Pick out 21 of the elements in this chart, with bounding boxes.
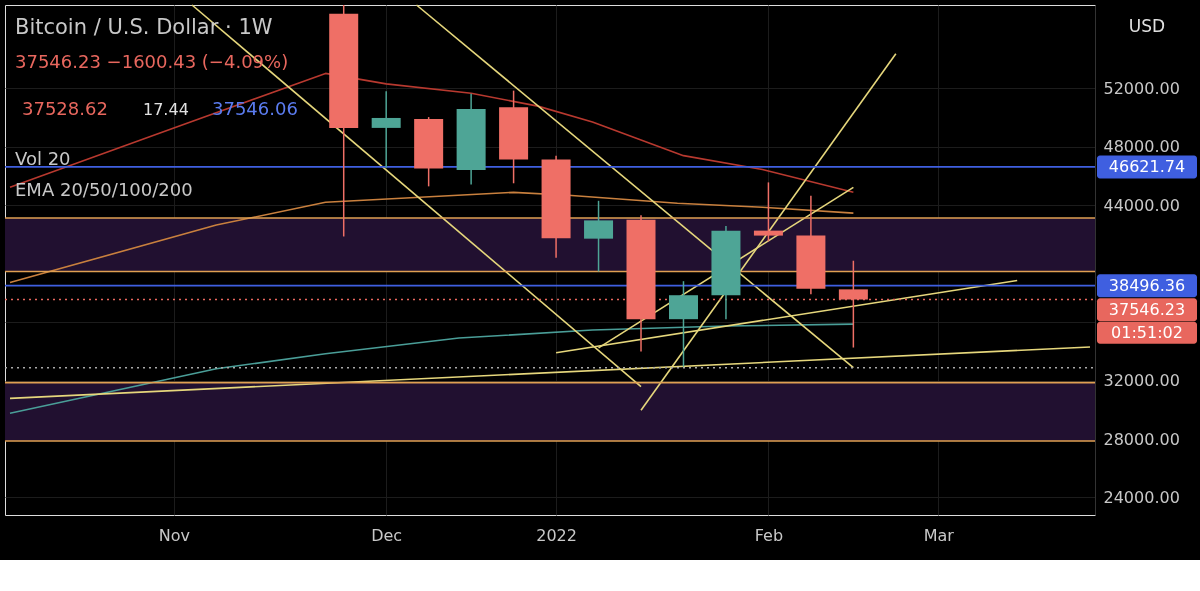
ref-line-label: 46621.74 <box>1108 156 1186 176</box>
x-tick-label: Nov <box>158 525 190 545</box>
x-tick-label: Mar <box>923 525 955 545</box>
text: USD <box>1128 16 1166 36</box>
text: Bitcoin / U.S. Dollar · 1W <box>15 15 273 39</box>
text: 01:51:02 <box>1111 322 1183 342</box>
annotation: 17.44 <box>143 100 189 119</box>
x-tick-label: 2022 <box>536 525 577 545</box>
ref-line-label: 38496.36 <box>1108 275 1186 295</box>
annotation: EMA 20/50/100/200 <box>15 179 193 200</box>
x-tick-label: Dec <box>371 525 403 545</box>
y-tick-label: 52000.00 <box>1103 78 1180 98</box>
y-tick-label: 32000.00 <box>1103 371 1180 391</box>
y-tick-label: 44000.00 <box>1103 195 1180 215</box>
annotation: Vol 20 <box>15 148 71 169</box>
x-tick-label: Feb <box>754 525 784 545</box>
y-tick-label: 48000.00 <box>1103 137 1180 157</box>
ref-line-label: 37546.23 <box>1108 299 1186 319</box>
annotation: 37528.62 <box>22 98 108 119</box>
y-tick-label: 24000.00 <box>1103 487 1180 507</box>
y-tick-label: 28000.00 <box>1103 429 1180 449</box>
